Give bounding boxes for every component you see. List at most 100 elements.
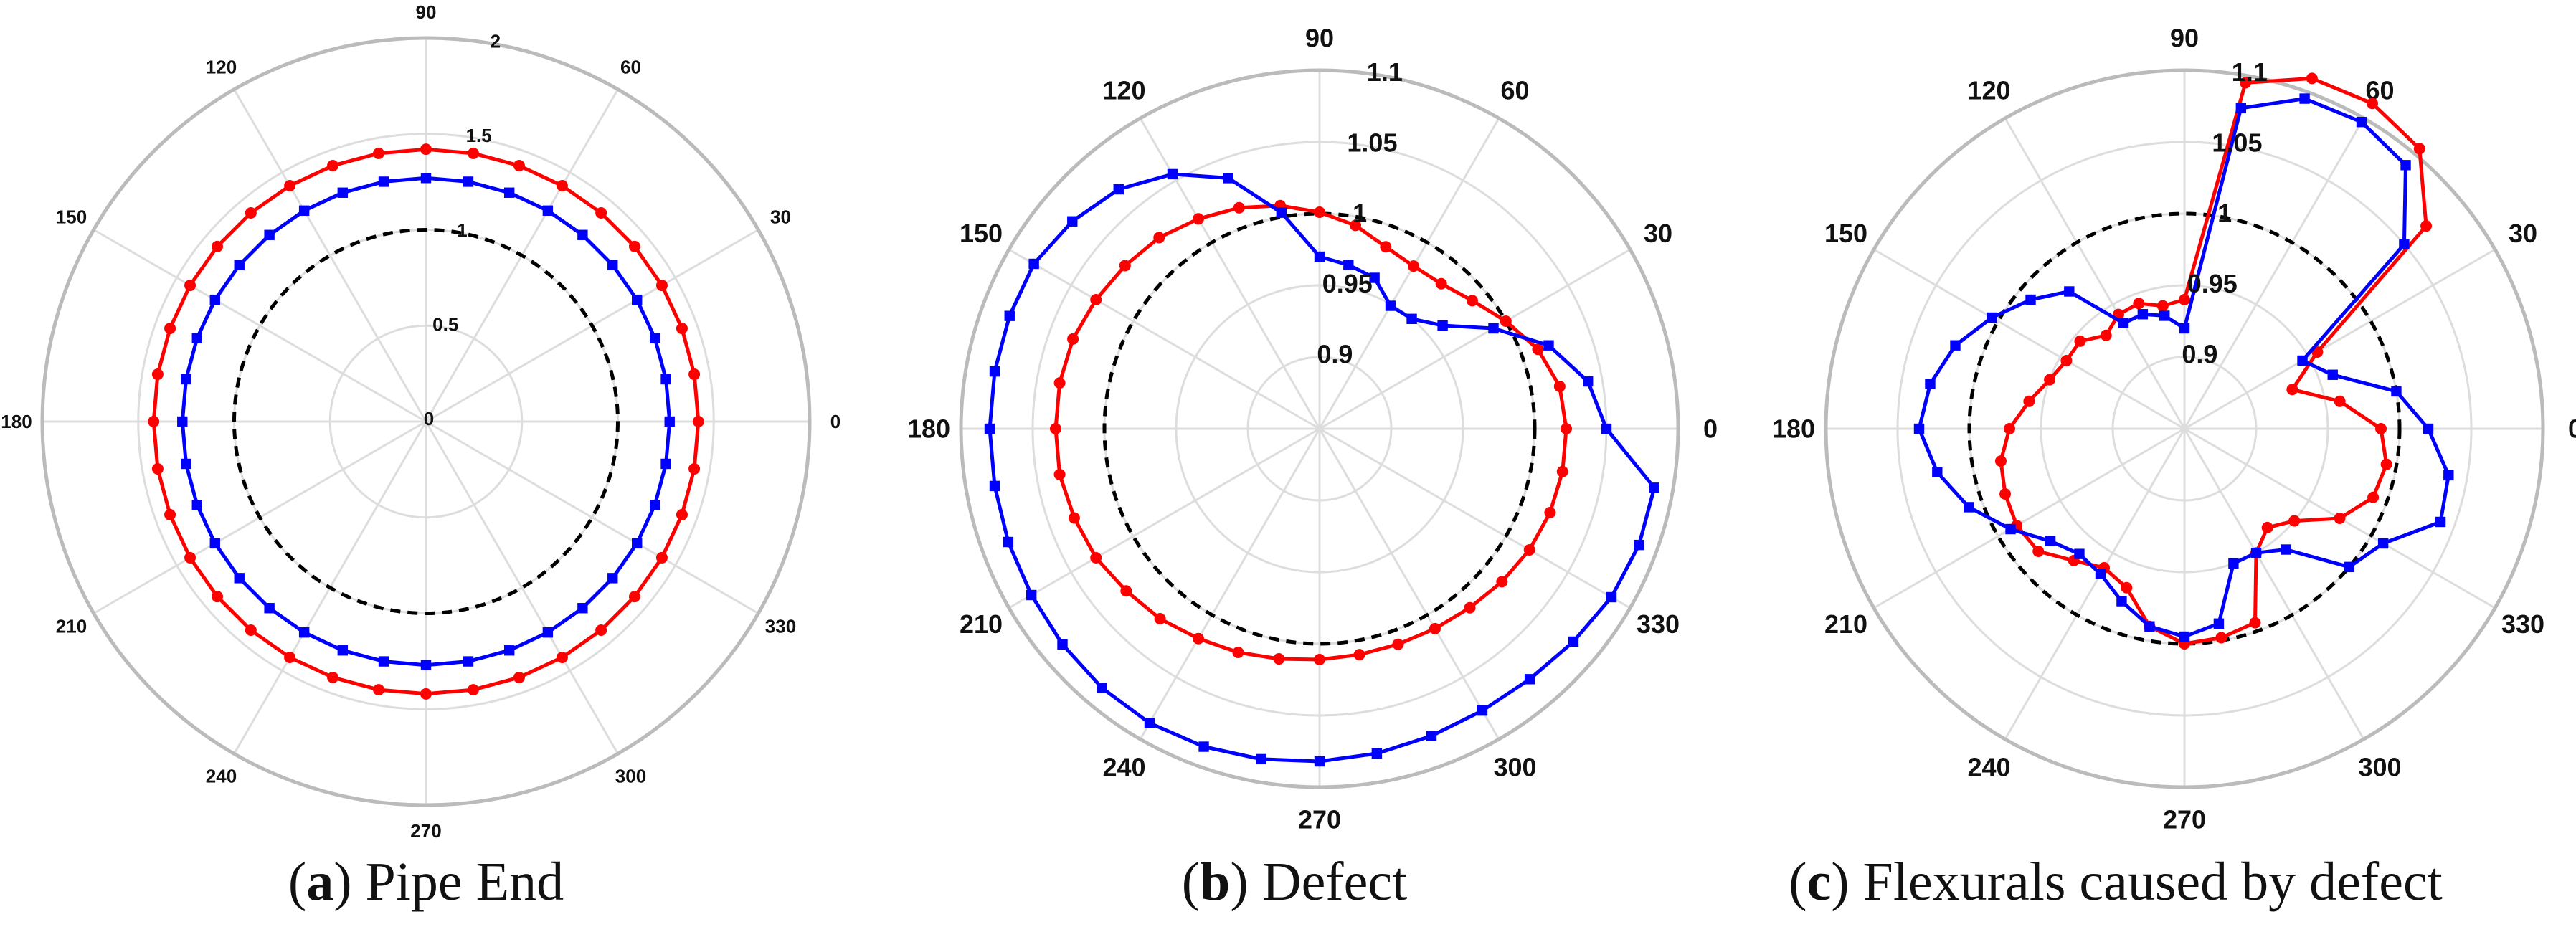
series-1-point [676, 323, 688, 335]
series-1-point [327, 671, 339, 683]
series-2-point [191, 333, 202, 344]
series-2-point [607, 573, 618, 584]
series-2-point [1488, 323, 1499, 334]
series-2-point [209, 538, 220, 549]
grid-spoke [1319, 427, 1631, 609]
series-1-point [1994, 455, 2007, 467]
series-1-point [327, 160, 339, 172]
series-2-point [1113, 184, 1124, 195]
theta-tick-label: 330 [1637, 609, 1680, 639]
r-tick-label: 1 [1353, 199, 1367, 228]
r-tick-label: 0.9 [2182, 340, 2217, 369]
theta-tick-label: 210 [1824, 609, 1867, 639]
theta-tick-label: 30 [2509, 219, 2537, 248]
series-2-point [1385, 300, 1396, 311]
series-1-point [2420, 220, 2433, 232]
theta-tick-label: 240 [1967, 753, 2010, 782]
series-1-point [1556, 465, 1568, 477]
series-2-point [1568, 636, 1579, 647]
series-2-point [989, 366, 1000, 377]
series-2-point [2118, 318, 2129, 328]
caption-a: (a) Pipe End [288, 852, 564, 912]
r-tick-label: 1 [457, 219, 467, 241]
series-1-point [1523, 544, 1535, 556]
series-2-point [420, 173, 432, 184]
series-1-point [284, 180, 296, 192]
grid-spoke [2184, 248, 2496, 430]
series-2-point [2250, 548, 2262, 558]
polar-frame [959, 68, 1680, 789]
series-1-point [1408, 260, 1419, 272]
series-1-point [2060, 355, 2073, 366]
grid-spoke [1873, 427, 2185, 609]
grid-spoke [233, 88, 427, 422]
series-2-point [1524, 674, 1535, 685]
series-1-point [556, 180, 568, 192]
series-2-point [2299, 93, 2310, 104]
series-2-point [2144, 621, 2155, 632]
series-2-point [378, 176, 389, 187]
theta-tick-label: 150 [1824, 219, 1867, 248]
series-2-point [2435, 516, 2446, 528]
series-1-point [1314, 206, 1325, 218]
polar-chart-a: 0 30 60 90 120 150 180 210 240 270 300 330 0 0.5 1 1.5 2 [1, 1, 840, 842]
series-2-point [2213, 618, 2225, 629]
series-2-point [542, 205, 554, 216]
theta-tick-label: 30 [1644, 219, 1672, 248]
series-1-point [2380, 458, 2392, 470]
series-2-point [1167, 168, 1178, 180]
theta-tick-label: 60 [620, 57, 641, 78]
series-2-point [607, 260, 618, 270]
series-1-point [628, 591, 640, 603]
series-1-point [2133, 298, 2145, 310]
series-1-point [1068, 512, 1080, 524]
series-2-point [1198, 741, 1209, 752]
series-1-point [467, 684, 479, 696]
theta-tick-label: 180 [907, 414, 950, 444]
series-1-point [2306, 72, 2318, 85]
series-2-point [2377, 538, 2389, 549]
series-2-point [2297, 355, 2308, 366]
series-1-point [688, 462, 701, 475]
series-2-point [542, 627, 554, 638]
series-1-point [692, 416, 704, 427]
series-1-point [164, 508, 176, 520]
series-2-point [264, 603, 275, 614]
caption-a-text: Pipe End [366, 852, 564, 912]
polar-chart-c: 03060901201501802102402703003300.90.9511… [1772, 24, 2576, 834]
series-2-point [1606, 591, 1617, 603]
series-2-point [503, 187, 515, 198]
series-2-point [503, 645, 515, 656]
series-2-point [2399, 239, 2410, 250]
series-1-point [1561, 423, 1572, 434]
series-line-2 [988, 172, 1657, 764]
series-1-point [1500, 315, 1512, 327]
series-2-point [1369, 272, 1380, 283]
series-2-point [1601, 423, 1612, 434]
series-1-point [184, 280, 196, 292]
series-2-point [177, 416, 188, 427]
series-2-point [2005, 523, 2016, 535]
series-2-point [2356, 116, 2367, 128]
grid-spoke [1319, 248, 1631, 430]
series-2-point [660, 374, 671, 385]
theta-tick-label: 120 [206, 57, 237, 78]
series-2-point [1634, 539, 1644, 551]
theta-tick-label: 0 [830, 411, 840, 432]
polar-frame [40, 36, 812, 807]
series-2-point [337, 645, 349, 656]
polar-frame [1824, 68, 2545, 789]
r-tick-label: 1.05 [1347, 128, 1397, 157]
series-2-point [577, 603, 588, 614]
series-1-point [151, 462, 164, 475]
series-2-point [337, 187, 349, 198]
series-1-point [1273, 653, 1285, 665]
caption-c-text: Flexurals caused by defect [1863, 852, 2443, 912]
r-tick-label: 1.1 [1367, 57, 1403, 87]
r-tick-label: 0.95 [2187, 269, 2238, 298]
series-1-point [2288, 515, 2301, 527]
series-2-point [2095, 569, 2106, 579]
series-1-point [1999, 488, 2012, 500]
series-1-point [2156, 300, 2169, 312]
